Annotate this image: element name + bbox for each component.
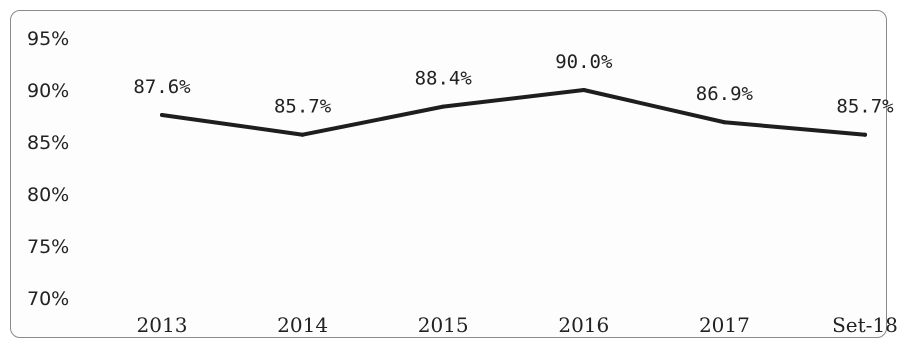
x-tick-label: 2016 [558, 313, 609, 337]
data-label: 85.7% [274, 96, 332, 118]
data-point [722, 120, 727, 125]
x-tick-label: 2015 [418, 313, 469, 337]
x-tick-label: Set-18 [832, 313, 898, 337]
y-tick-label: 75% [27, 236, 69, 258]
y-tick-label: 95% [27, 28, 69, 50]
data-point [160, 112, 164, 117]
chart-frame [10, 10, 887, 338]
data-labels: 87.6% 85.7% 88.4% 90.0% 86.9% 85.7% [133, 51, 894, 118]
data-label: 86.9% [696, 83, 754, 105]
y-tick-label: 85% [27, 132, 69, 154]
x-tick-label: 2013 [137, 313, 188, 337]
y-axis: 70% 75% 80% 85% 90% 95% [27, 28, 69, 310]
x-tick-label: 2014 [277, 313, 328, 337]
data-point [863, 132, 867, 137]
series-line [160, 88, 867, 137]
y-tick-label: 80% [27, 184, 69, 206]
x-axis: 2013 2014 2015 2016 2017 Set-18 [137, 313, 898, 337]
data-point [441, 104, 446, 109]
data-label: 85.7% [836, 96, 894, 118]
data-point [581, 88, 586, 92]
data-label: 87.6% [133, 76, 191, 98]
y-tick-label: 90% [27, 80, 69, 102]
x-tick-label: 2017 [699, 313, 750, 337]
data-label: 90.0% [555, 51, 613, 73]
data-point [300, 132, 305, 137]
data-label: 88.4% [415, 68, 473, 90]
y-tick-label: 70% [27, 288, 69, 310]
series [160, 88, 867, 137]
